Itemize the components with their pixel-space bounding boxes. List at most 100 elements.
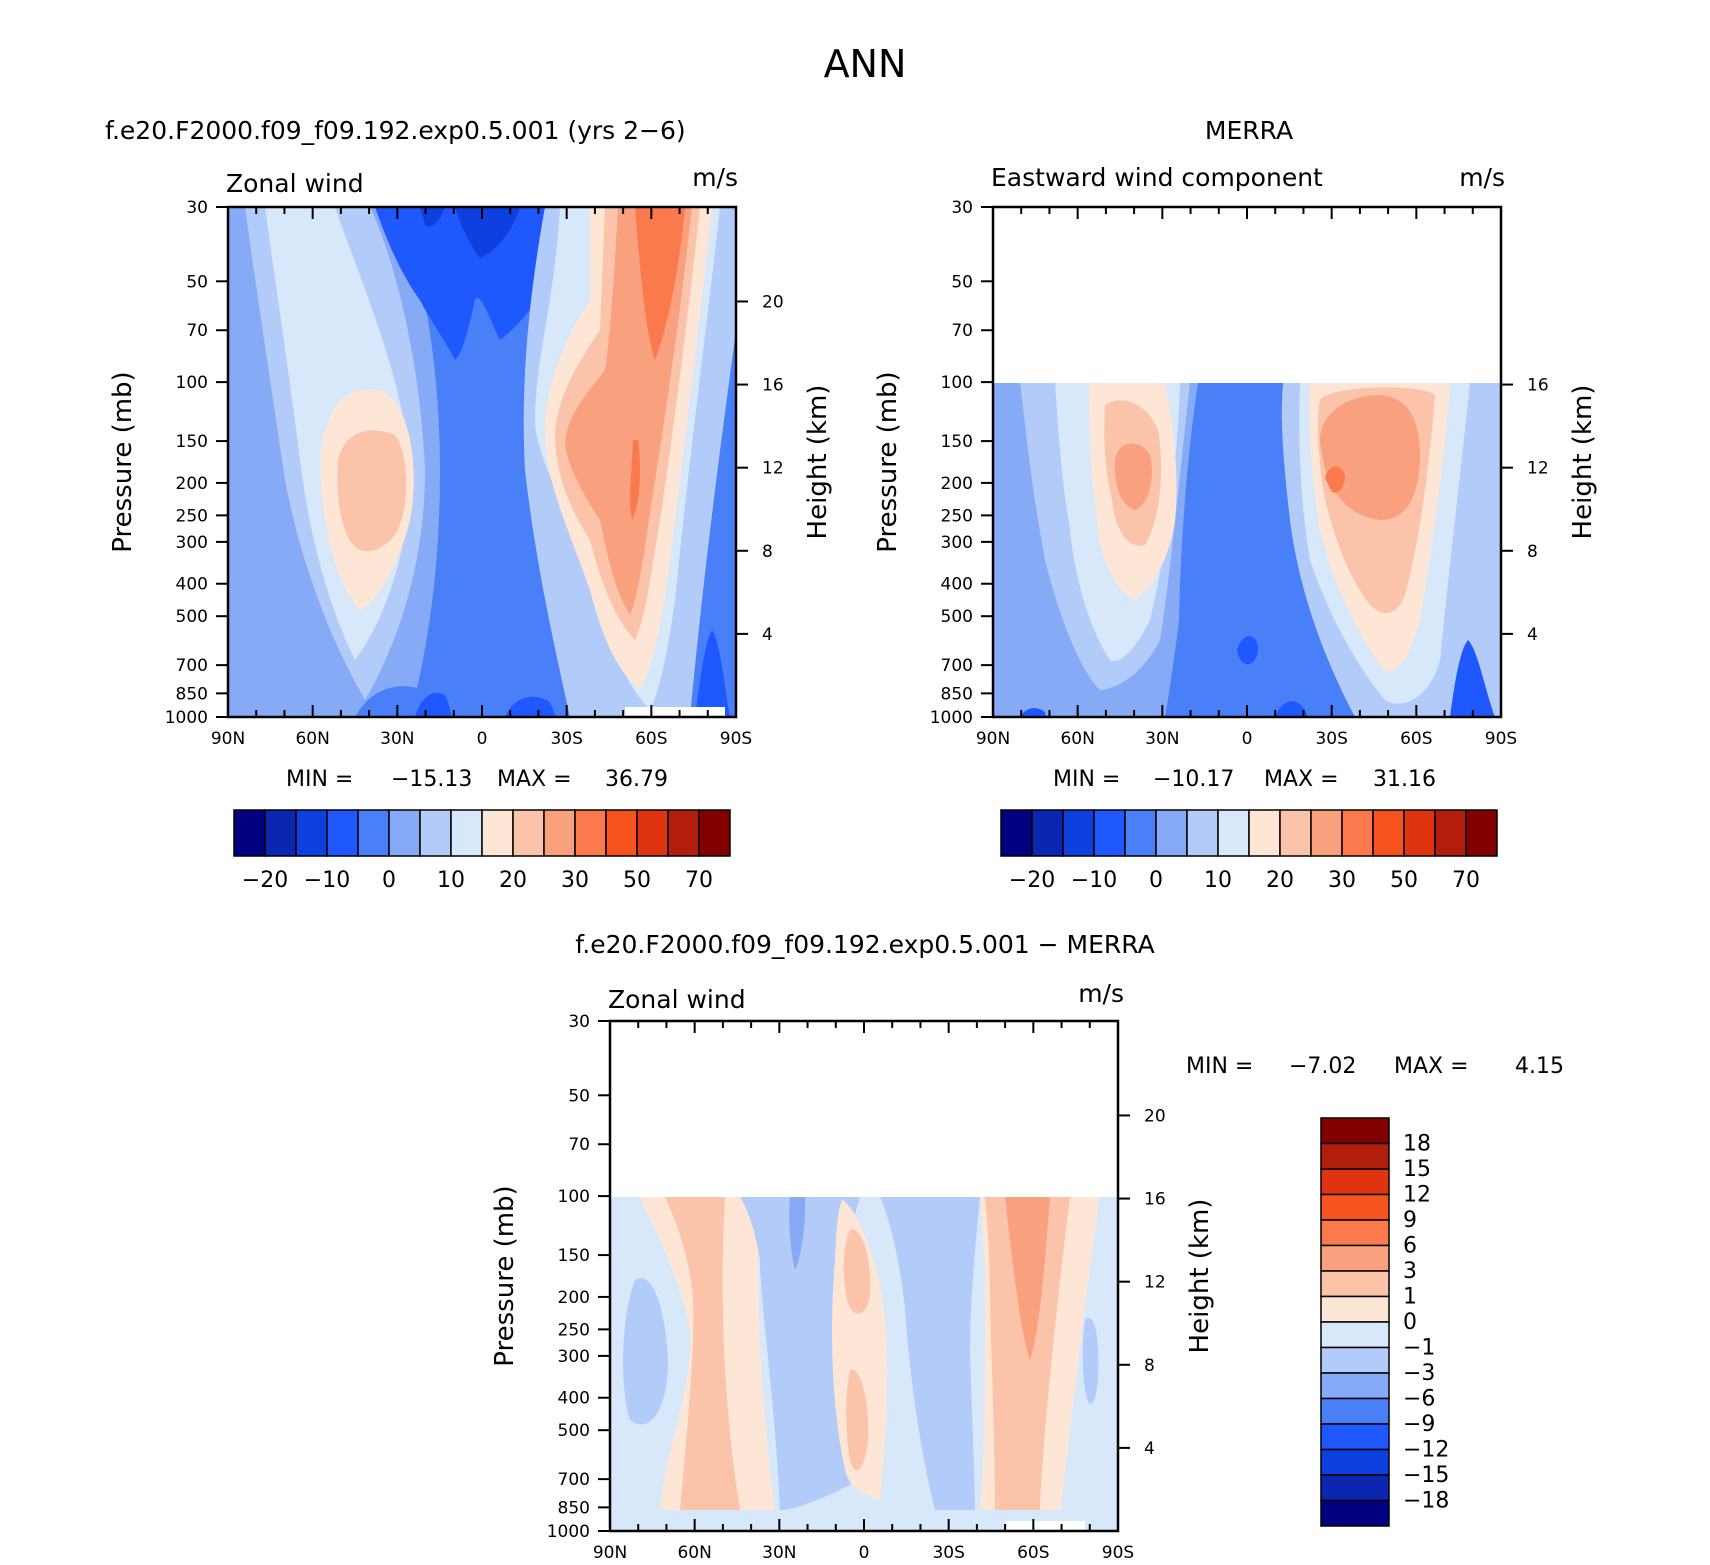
y-tick-label: 1000 [547, 1522, 590, 1542]
colorbar-swatch [388, 809, 421, 857]
x-tick-label: 60N [677, 1543, 711, 1561]
colorbar-label: −18 [1403, 1489, 1449, 1514]
contour-fill-sh-pos-core [1005, 1197, 1050, 1360]
y2-tick-label: 16 [1527, 376, 1549, 396]
colorbar-swatch [698, 809, 731, 857]
panel-obs-colorbar: −20 −10 0 10 20 30 50 70 [1000, 809, 1498, 893]
colorbar-label: 10 [1204, 868, 1232, 893]
missing-upper [610, 1021, 1118, 1197]
contour-fill-sh-jet-core [635, 207, 685, 360]
y2-tick-label: 8 [1527, 542, 1538, 562]
x-tick-label: 30N [762, 1543, 796, 1561]
figure-title: ANN [824, 42, 907, 86]
contour-fill-sh-jet-core-2 [630, 440, 640, 520]
colorbar-label: 50 [623, 868, 651, 893]
colorbar-swatch [1434, 809, 1467, 857]
x-tick-label: 60S [1400, 729, 1432, 749]
panel-obs-y2label: Height (km) [1568, 385, 1598, 540]
colorbar-label: −15 [1403, 1463, 1449, 1488]
y2-tick-label: 12 [1144, 1273, 1166, 1293]
colorbar-swatch [1320, 1448, 1390, 1476]
y2-tick-label: 16 [1144, 1190, 1166, 1210]
x-tick-label: 0 [1242, 729, 1253, 749]
colorbar-swatch [1320, 1244, 1390, 1272]
panel-model-min-value: −15.13 [391, 767, 472, 792]
colorbar-swatch [1186, 809, 1219, 857]
colorbar-swatch [1062, 809, 1095, 857]
colorbar-label: 3 [1403, 1259, 1417, 1284]
colorbar-swatch [1320, 1372, 1390, 1400]
colorbar-swatch [1320, 1346, 1390, 1374]
colorbar-swatch [1320, 1499, 1390, 1527]
y-tick-label: 1000 [165, 708, 208, 728]
panel-model-left-label: Zonal wind [226, 169, 364, 198]
panel-obs-units: m/s [1459, 163, 1505, 192]
colorbar-swatch [605, 809, 638, 857]
colorbar-swatch [264, 809, 297, 857]
contour-fill-surface-nh [1020, 708, 1046, 717]
contour-fill-easterly-core [1237, 636, 1258, 665]
colorbar-label: 18 [1403, 1132, 1431, 1157]
colorbar-swatch [1124, 809, 1157, 857]
x-tick-label: 90S [720, 729, 752, 749]
colorbar-swatch [1217, 809, 1250, 857]
colorbar-swatch [1155, 809, 1188, 857]
contour-fill-eq-pos-core [843, 1229, 871, 1314]
y2-tick-label: 20 [762, 292, 784, 312]
colorbar-swatch [1320, 1474, 1390, 1502]
contour-fill-easterly [1178, 383, 1283, 717]
contour-fill-sh-pos-2 [985, 1197, 1070, 1510]
panel-model-units: m/s [692, 163, 738, 192]
y-tick-label: 300 [941, 533, 973, 553]
colorbar-label: 0 [382, 868, 396, 893]
contour-fill-nh-jet-core [337, 430, 407, 552]
y-tick-label: 200 [941, 474, 973, 494]
colorbar-swatch [1320, 1142, 1390, 1170]
y-tick-label: 850 [941, 684, 973, 704]
contour-fill-trop-neg [740, 1197, 860, 1510]
colorbar-label: 30 [1328, 868, 1356, 893]
colorbar-swatch [1320, 1270, 1390, 1298]
x-tick-label: 30N [1145, 729, 1179, 749]
colorbar-swatch [1310, 809, 1343, 857]
contour-fill-surface-sh [1450, 640, 1495, 717]
panel-diff-max-value: 4.15 [1515, 1054, 1564, 1079]
colorbar-swatch [667, 809, 700, 857]
panel-diff: f.e20.F2000.f09_f09.192.exp0.5.001 − MER… [490, 930, 1564, 1563]
y-tick-label: 300 [176, 533, 208, 553]
colorbar-label: 20 [499, 868, 527, 893]
colorbar-label: −1 [1403, 1336, 1435, 1361]
y-tick-label: 300 [558, 1347, 590, 1367]
colorbar-label: 30 [561, 868, 589, 893]
y-tick-label: 700 [176, 656, 208, 676]
panel-obs-min-label: MIN = [1053, 767, 1120, 792]
colorbar-label: 9 [1403, 1208, 1417, 1233]
colorbar-swatch [512, 809, 545, 857]
missing-data-patch [1005, 1521, 1085, 1531]
panel-obs-max-value: 31.16 [1373, 767, 1436, 792]
colorbar-swatch [1320, 1117, 1390, 1145]
x-tick-label: 90S [1485, 729, 1517, 749]
y-tick-label: 700 [941, 656, 973, 676]
y-tick-label: 400 [176, 575, 208, 595]
colorbar-swatch [1320, 1168, 1390, 1196]
colorbar-swatch [1465, 809, 1498, 857]
y-tick-label: 30 [186, 198, 208, 218]
y-tick-label: 100 [176, 373, 208, 393]
colorbar-swatch [419, 809, 452, 857]
colorbar-label: −6 [1403, 1387, 1435, 1412]
x-tick-label: 90N [593, 1543, 627, 1561]
panel-model-y2label: Height (km) [803, 385, 833, 540]
x-tick-label: 30N [380, 729, 414, 749]
contour-fill-surface-1 [355, 686, 430, 717]
panel-model-max-label: MAX = [497, 767, 572, 792]
y2-tick-label: 8 [1144, 1356, 1155, 1376]
y-tick-label: 500 [941, 607, 973, 627]
colorbar-swatch [326, 809, 359, 857]
y-tick-label: 100 [558, 1187, 590, 1207]
y-tick-label: 70 [951, 321, 973, 341]
x-tick-label: 90S [1102, 1543, 1134, 1561]
colorbar-label: 10 [437, 868, 465, 893]
colorbar-label: 15 [1403, 1157, 1431, 1182]
